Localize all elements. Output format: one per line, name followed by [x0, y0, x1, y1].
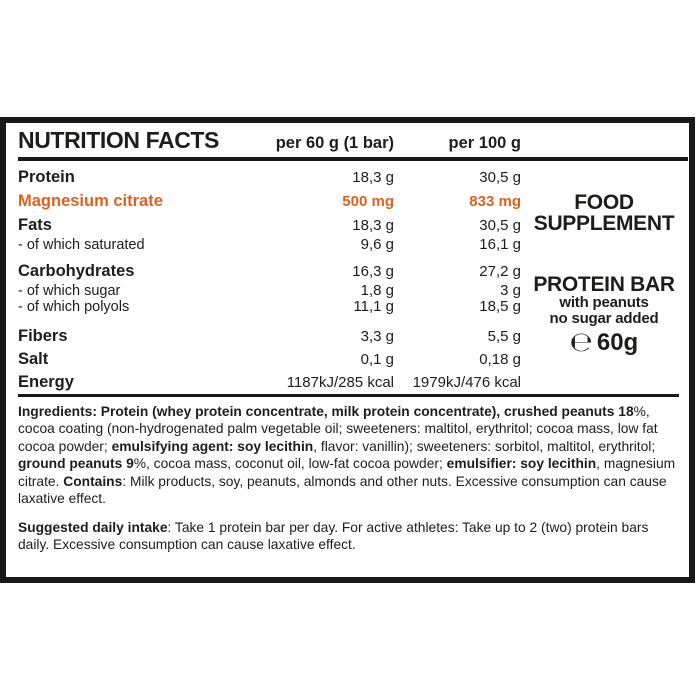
net-weight: ℮ 60g — [529, 327, 679, 358]
category-label: FOOD SUPPLEMENT — [533, 191, 675, 235]
nutrition-table: Protein 18,3 g 30,5 g Magnesium citrate … — [18, 161, 521, 394]
table-row-fats: Fats 18,3 g 30,5 g — [18, 216, 521, 234]
table-header-row: NUTRITION FACTS per 60 g (1 bar) per 100… — [18, 127, 521, 154]
header-divider-line — [18, 157, 688, 161]
ingredients-paragraph: Ingredients: Protein (whey protein conce… — [18, 403, 676, 507]
table-row-polyols: - of which polyols 11,1 g 18,5 g — [18, 298, 521, 315]
table-row-salt: Salt 0,1 g 0,18 g — [18, 349, 521, 368]
table-row-saturated: - of which saturated 9,6 g 16,1 g — [18, 236, 521, 253]
table-row-protein: Protein 18,3 g 30,5 g — [18, 168, 521, 186]
net-weight-value: 60g — [596, 329, 639, 356]
column-header-per-60g: per 60 g (1 bar) — [275, 134, 394, 152]
table-row-magnesium-citrate: Magnesium citrate 500 mg 833 mg — [18, 192, 521, 210]
suggested-daily-intake-paragraph: Suggested daily intake: Take 1 protein b… — [18, 519, 649, 553]
column-header-per-100g: per 100 g — [448, 134, 521, 152]
product-subtitle-no-sugar: no sugar added — [549, 310, 659, 327]
product-subtitle-peanuts: with peanuts — [559, 294, 649, 311]
table-and-side-section: Protein 18,3 g 30,5 g Magnesium citrate … — [18, 161, 679, 394]
nutrition-facts-title: NUTRITION FACTS — [18, 127, 219, 153]
product-info-panel: FOOD SUPPLEMENT PROTEIN BAR with peanuts… — [521, 161, 679, 356]
nutrition-label: NUTRITION FACTS per 60 g (1 bar) per 100… — [0, 117, 695, 583]
product-name: PROTEIN BAR — [533, 273, 675, 296]
table-row-carbohydrates: Carbohydrates 16,3 g 27,2 g — [18, 261, 521, 280]
table-row-sugar: - of which sugar 1,8 g 3 g — [18, 281, 521, 299]
table-row-fibers: Fibers 3,3 g 5,5 g — [18, 326, 521, 345]
table-row-energy: Energy 1187kJ/285 kcal 1979kJ/476 kcal — [18, 372, 521, 391]
estimated-sign: ℮ — [569, 327, 593, 358]
table-bottom-divider-line — [18, 393, 679, 397]
